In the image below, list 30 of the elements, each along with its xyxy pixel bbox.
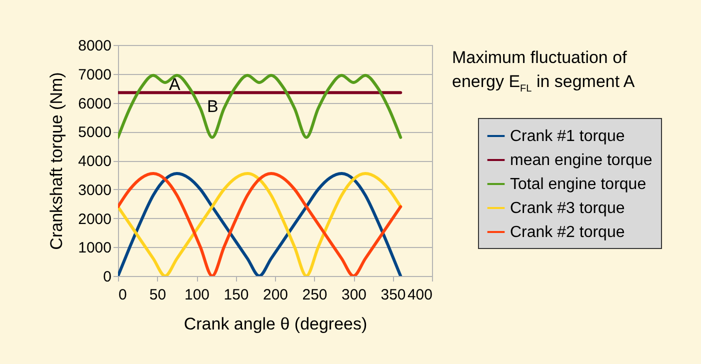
y-tick-label: 2000 xyxy=(78,210,112,228)
x-tick-label: 400 xyxy=(407,286,432,304)
y-tick-label: 8000 xyxy=(78,38,112,54)
x-tick-label: 100 xyxy=(184,286,210,304)
legend-label: Total engine torque xyxy=(510,176,646,193)
x-tick-label: 0 xyxy=(118,286,127,304)
x-tick-label: 50 xyxy=(149,286,166,304)
x-tick-label: 350 xyxy=(380,286,406,304)
x-tick-label: 150 xyxy=(224,286,249,304)
x-tick-label: 200 xyxy=(262,286,288,304)
x-tick-label: 250 xyxy=(302,286,328,304)
y-tick-label: 0 xyxy=(103,268,112,286)
annotation: B xyxy=(207,97,218,116)
legend-label: Crank #2 torque xyxy=(510,224,625,241)
y-tick-label: 6000 xyxy=(78,95,112,112)
y-tick-label: 4000 xyxy=(78,153,112,170)
y-tick-label: 1000 xyxy=(78,240,112,257)
y-tick-label: 3000 xyxy=(78,182,112,199)
x-tick-label: 300 xyxy=(341,286,367,304)
legend-label: mean engine torque xyxy=(510,152,652,169)
text: Maximum fluctuation of energy E$_{FL}$ in segment A xyxy=(452,47,636,96)
x-axis-title: Crank angle θ (degrees) xyxy=(184,314,368,334)
annotation: A xyxy=(169,75,180,94)
y-axis-title: Crankshaft torque (Nm) xyxy=(47,72,66,250)
legend-label: Crank #1 torque xyxy=(510,128,625,145)
line-series xyxy=(118,172,402,276)
y-tick-label: 7000 xyxy=(78,66,112,84)
legend-label: Crank #3 torque xyxy=(510,200,625,217)
y-tick-label: 5000 xyxy=(78,124,112,142)
line-series xyxy=(118,74,402,139)
